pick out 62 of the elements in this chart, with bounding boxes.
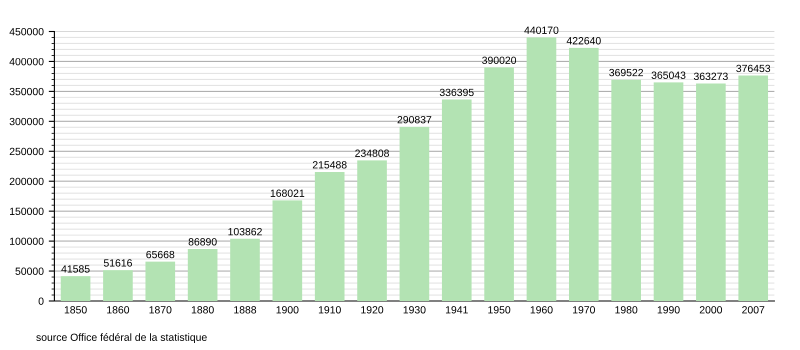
bar bbox=[357, 160, 387, 301]
bar bbox=[442, 100, 472, 301]
bar bbox=[611, 80, 641, 301]
bar bbox=[568, 48, 599, 301]
data-label: 51616 bbox=[104, 259, 132, 267]
data-label: 290837 bbox=[398, 116, 432, 124]
x-tick-label: 1880 bbox=[192, 306, 214, 314]
bar bbox=[188, 248, 218, 301]
y-tick-label: 450000 bbox=[9, 28, 44, 36]
data-label: 65668 bbox=[146, 250, 174, 258]
data-label: 440170 bbox=[524, 26, 558, 34]
x-tick-label: 1910 bbox=[318, 306, 341, 314]
y-tick-label: 350000 bbox=[10, 88, 44, 96]
x-tick-label: 1941 bbox=[446, 306, 468, 314]
source-note: source Office fédéral de la statistique bbox=[36, 333, 207, 343]
data-label: 376453 bbox=[736, 64, 770, 72]
bar bbox=[103, 270, 133, 301]
y-tick-label: 400000 bbox=[9, 58, 44, 66]
data-label: 390020 bbox=[482, 56, 516, 64]
x-tick-label: 1980 bbox=[615, 306, 638, 314]
bar bbox=[400, 126, 430, 301]
x-tick-label: 1990 bbox=[658, 306, 680, 314]
bar bbox=[230, 238, 260, 301]
bar bbox=[526, 37, 556, 301]
data-label: 365043 bbox=[652, 72, 686, 79]
y-tick-label: 150000 bbox=[10, 208, 44, 216]
data-label: 103862 bbox=[228, 228, 262, 236]
y-tick-label: 300000 bbox=[10, 118, 44, 126]
x-tick-label: 1850 bbox=[64, 306, 87, 314]
data-label: 363273 bbox=[694, 72, 728, 80]
data-label: 215488 bbox=[312, 161, 347, 168]
y-tick-label: 100000 bbox=[10, 238, 44, 245]
data-label: 369522 bbox=[609, 68, 644, 76]
data-label: 41585 bbox=[61, 265, 90, 273]
x-tick-label: 1860 bbox=[107, 306, 130, 314]
x-tick-label: 2007 bbox=[742, 306, 764, 314]
x-tick-label: 1920 bbox=[361, 306, 384, 314]
bar bbox=[738, 76, 768, 301]
x-tick-label: 1950 bbox=[488, 306, 510, 314]
x-tick-label: 1960 bbox=[530, 306, 553, 314]
y-tick-label: 50000 bbox=[15, 268, 44, 275]
bar bbox=[145, 262, 176, 301]
x-tick-label: 1888 bbox=[234, 306, 256, 314]
bar bbox=[484, 67, 514, 301]
data-label: 234808 bbox=[355, 150, 389, 157]
x-tick-label: 1930 bbox=[404, 306, 426, 314]
data-label: 168021 bbox=[270, 190, 304, 197]
bar bbox=[696, 83, 726, 301]
y-tick-label: 200000 bbox=[10, 178, 44, 186]
x-tick-label: 2000 bbox=[700, 306, 722, 314]
bar bbox=[654, 82, 684, 301]
x-tick-label: 1970 bbox=[573, 306, 595, 314]
x-tick-label: 1870 bbox=[149, 306, 172, 314]
data-label: 336395 bbox=[440, 88, 474, 96]
data-label: 422640 bbox=[566, 37, 601, 44]
bar bbox=[60, 276, 90, 301]
bar bbox=[314, 172, 345, 301]
y-tick-label: 0 bbox=[38, 298, 44, 305]
y-tick-label: 250000 bbox=[10, 148, 44, 156]
bar bbox=[272, 200, 302, 301]
x-tick-label: 1900 bbox=[276, 306, 299, 314]
data-label: 86890 bbox=[188, 238, 217, 246]
